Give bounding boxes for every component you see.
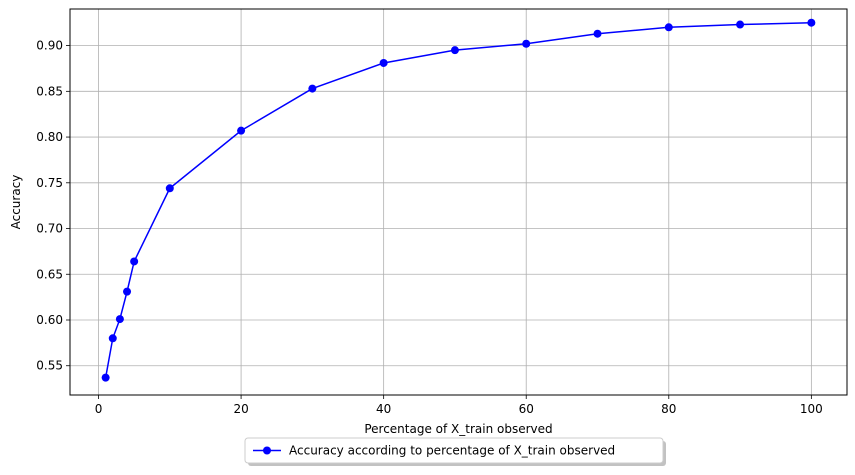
- y-tick-label: 0.90: [36, 39, 63, 53]
- series-layer: [101, 18, 816, 382]
- data-point: [308, 84, 317, 93]
- plot-area: [69, 8, 848, 396]
- series-line: [104, 21, 812, 378]
- y-tick-label: 0.70: [36, 222, 63, 236]
- data-point: [237, 126, 246, 135]
- y-tick-label: 0.75: [36, 176, 63, 190]
- data-point: [101, 373, 110, 382]
- legend-entry: Accuracy according to percentage of X_tr…: [289, 444, 615, 458]
- x-tick-label: 80: [661, 402, 676, 416]
- y-tick-label: 0.60: [36, 313, 63, 327]
- data-point: [115, 315, 124, 324]
- x-axis-ticks: 0 20 40 60 80 100: [95, 395, 823, 416]
- x-tick-label: 40: [376, 402, 391, 416]
- x-tick-label: 60: [519, 402, 534, 416]
- x-axis-label: Percentage of X_train observed: [364, 422, 552, 436]
- y-axis-label: Accuracy: [9, 175, 23, 230]
- grid-lines: [70, 9, 847, 395]
- legend: Accuracy according to percentage of X_tr…: [244, 437, 666, 466]
- y-tick-label: 0.65: [36, 267, 63, 281]
- x-tick-label: 20: [233, 402, 248, 416]
- data-point: [130, 257, 139, 266]
- legend-box: [244, 437, 664, 464]
- legend-marker: [263, 446, 271, 455]
- data-point: [108, 334, 117, 343]
- data-point: [165, 184, 174, 193]
- y-tick-label: 0.80: [36, 130, 63, 144]
- x-tick-label: 100: [800, 402, 823, 416]
- data-point: [807, 18, 816, 27]
- data-point: [123, 287, 132, 296]
- data-point: [664, 23, 673, 32]
- data-point: [736, 20, 745, 29]
- data-point: [522, 39, 531, 48]
- data-point: [379, 58, 388, 67]
- y-axis-ticks: 0.55 0.60 0.65 0.70 0.75 0.80 0.85 0.90: [36, 39, 70, 373]
- y-tick-label: 0.85: [36, 84, 63, 98]
- x-tick-label: 0: [95, 402, 103, 416]
- data-point: [450, 46, 459, 55]
- y-tick-label: 0.55: [36, 359, 63, 373]
- data-point: [593, 29, 602, 38]
